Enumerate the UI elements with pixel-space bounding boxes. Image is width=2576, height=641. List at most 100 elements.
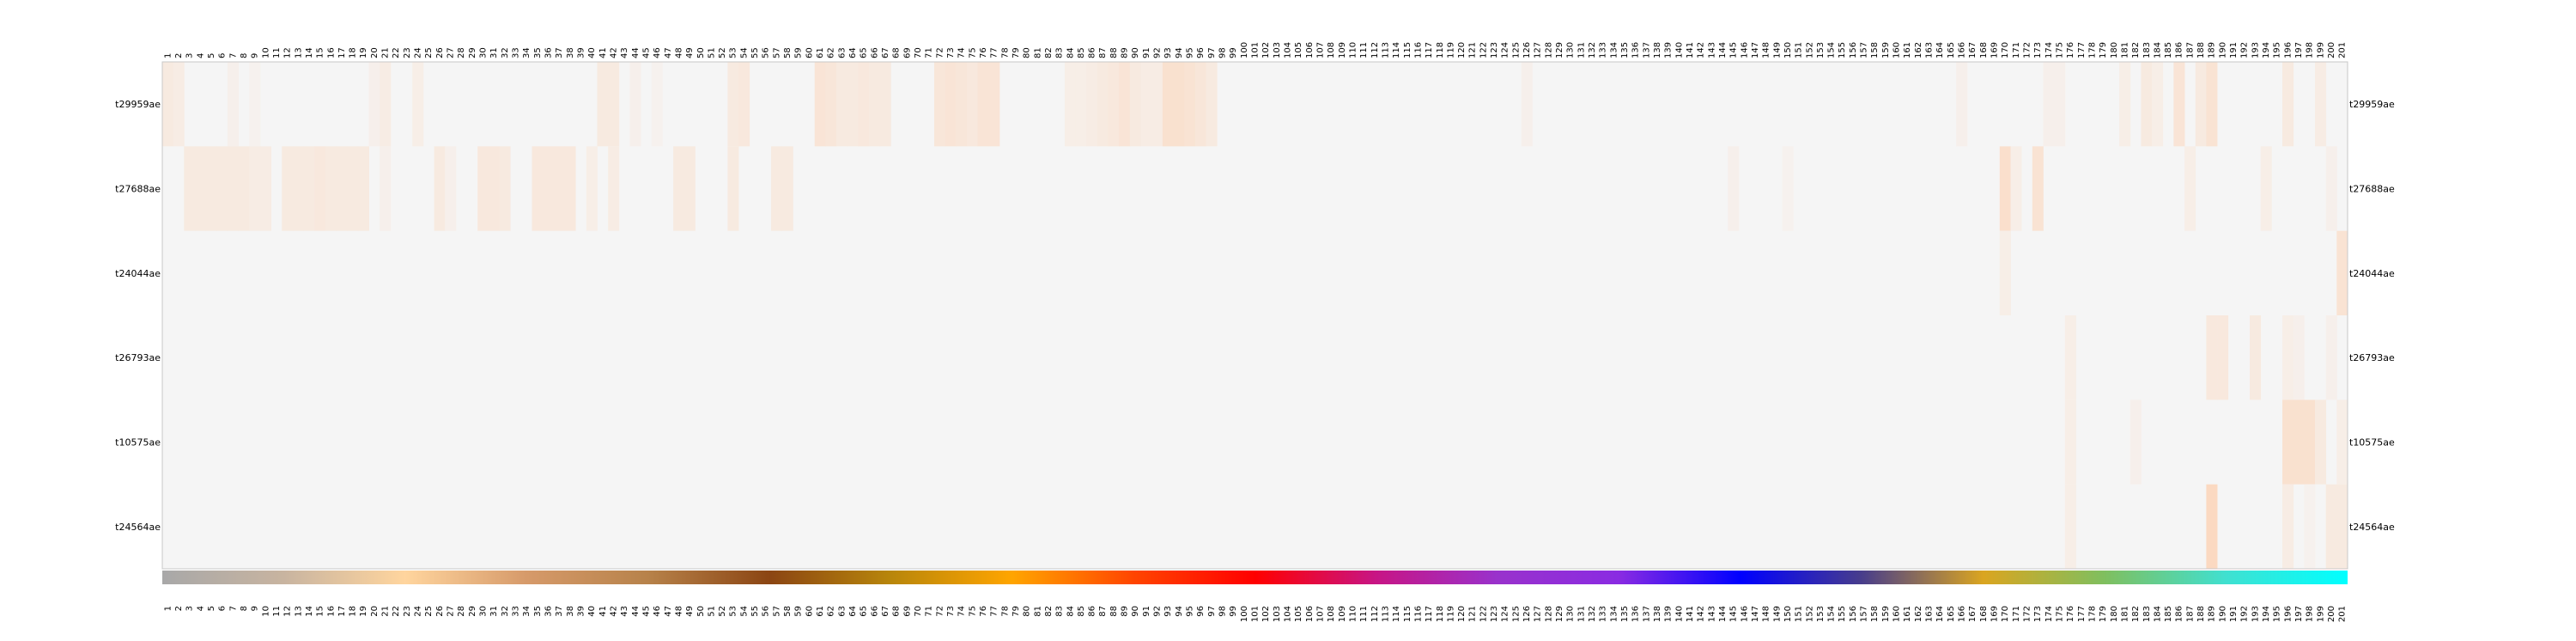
column-label-bottom: 69	[902, 606, 912, 617]
column-label-top: 21	[381, 47, 391, 58]
column-label-top: 32	[501, 47, 510, 58]
column-label-top: 162	[1914, 42, 1923, 58]
heatmap-cell	[314, 146, 326, 231]
column-label-bottom: 47	[664, 606, 673, 617]
heatmap-cell	[2325, 484, 2337, 569]
column-label-bottom: 70	[914, 606, 923, 617]
column-label-bottom: 64	[848, 606, 858, 617]
column-label-bottom: 180	[2110, 606, 2119, 622]
column-label-top: 27	[447, 47, 456, 58]
column-label-bottom: 135	[1620, 606, 1630, 622]
column-label-bottom: 156	[1849, 606, 1858, 622]
column-label-top: 194	[2262, 42, 2271, 58]
column-label-top: 43	[620, 47, 629, 58]
column-label-top: 5	[207, 53, 216, 58]
heatmap-cell	[1151, 62, 1163, 147]
row-label-right: t26793ae	[2349, 352, 2395, 363]
column-label-bottom: 143	[1707, 606, 1716, 622]
column-label-bottom: 39	[576, 606, 586, 617]
row-label-right: t27688ae	[2349, 184, 2395, 195]
heatmap-cell	[814, 62, 826, 147]
heatmap-cell	[173, 62, 185, 147]
column-label-top: 196	[2283, 42, 2293, 58]
column-label-bottom: 179	[2099, 606, 2108, 622]
heatmap-cell	[282, 146, 294, 231]
column-label-top: 87	[1098, 47, 1108, 58]
column-label-bottom: 126	[1522, 606, 1532, 622]
column-label-bottom: 29	[468, 606, 477, 617]
column-label-bottom: 161	[1903, 606, 1912, 622]
column-label-top: 82	[1044, 47, 1054, 58]
heatmap-cell	[2064, 484, 2076, 569]
column-label-top: 159	[1881, 42, 1891, 58]
column-label-bottom: 174	[2044, 606, 2054, 622]
column-label-bottom: 158	[1870, 606, 1880, 622]
column-label-top: 63	[837, 47, 847, 58]
heatmap-cell	[673, 146, 685, 231]
column-label-top: 24	[414, 47, 423, 58]
heatmap-cell	[194, 146, 207, 231]
column-label-top: 74	[957, 47, 967, 58]
heatmap-cell	[184, 146, 196, 231]
column-label-bottom: 105	[1294, 606, 1303, 622]
column-label-top: 80	[1023, 47, 1032, 58]
column-label-top: 175	[2055, 42, 2064, 58]
column-label-bottom: 95	[1186, 606, 1195, 617]
column-label-bottom: 172	[2022, 606, 2032, 622]
column-label-bottom: 98	[1218, 606, 1228, 617]
column-label-top: 6	[218, 53, 228, 58]
column-label-bottom: 65	[860, 606, 869, 617]
column-label-top: 131	[1577, 42, 1586, 58]
column-label-top: 145	[1729, 42, 1739, 58]
heatmap-cell	[966, 62, 979, 147]
heatmap-cell	[2152, 62, 2164, 147]
column-label-bottom: 35	[533, 606, 543, 617]
column-label-top: 86	[1088, 47, 1097, 58]
column-label-top: 29	[468, 47, 477, 58]
column-label-bottom: 186	[2175, 606, 2184, 622]
heatmap-cell	[2129, 400, 2142, 485]
column-label-bottom: 182	[2131, 606, 2141, 622]
heatmap-cell	[368, 62, 380, 147]
column-label-bottom: 22	[392, 606, 401, 617]
heatmap-cell	[608, 62, 620, 147]
column-label-bottom: 101	[1251, 606, 1261, 622]
column-label-bottom: 86	[1088, 606, 1097, 617]
column-label-top: 126	[1522, 42, 1532, 58]
column-label-bottom: 93	[1163, 606, 1173, 617]
column-label-bottom: 131	[1577, 606, 1586, 622]
column-label-bottom: 134	[1609, 606, 1619, 622]
column-label-bottom: 163	[1925, 606, 1935, 622]
column-label-bottom: 53	[729, 606, 738, 617]
column-label-top: 16	[326, 47, 336, 58]
column-label-top: 89	[1121, 47, 1130, 58]
heatmap-cell	[1184, 62, 1196, 147]
column-label-top: 99	[1229, 47, 1238, 58]
column-label-bottom: 54	[739, 606, 749, 617]
column-label-bottom: 3	[185, 606, 195, 611]
column-label-top: 108	[1327, 42, 1336, 58]
column-label-top: 52	[718, 47, 727, 58]
column-label-top: 56	[762, 47, 771, 58]
column-label-top: 173	[2033, 42, 2043, 58]
heatmap-cell	[249, 62, 261, 147]
column-label-bottom: 18	[349, 606, 358, 617]
column-label-top: 111	[1359, 42, 1369, 58]
column-label-top: 167	[1968, 42, 1978, 58]
heatmap-cell	[205, 146, 217, 231]
column-label-top: 164	[1935, 42, 1945, 58]
column-label-top: 163	[1925, 42, 1935, 58]
column-label-top: 58	[783, 47, 793, 58]
heatmap-cell	[988, 62, 1000, 147]
heatmap-cell	[1206, 62, 1218, 147]
column-label-top: 50	[696, 47, 706, 58]
column-label-top: 51	[707, 47, 716, 58]
heatmap-cell	[2282, 315, 2294, 400]
column-label-bottom: 184	[2153, 606, 2162, 622]
column-label-bottom: 57	[772, 606, 781, 617]
column-label-bottom: 90	[1131, 606, 1140, 617]
column-label-bottom: 33	[512, 606, 521, 617]
heatmap-cell	[2195, 62, 2207, 147]
column-label-top: 109	[1338, 42, 1347, 58]
heatmap-cell	[2141, 62, 2153, 147]
